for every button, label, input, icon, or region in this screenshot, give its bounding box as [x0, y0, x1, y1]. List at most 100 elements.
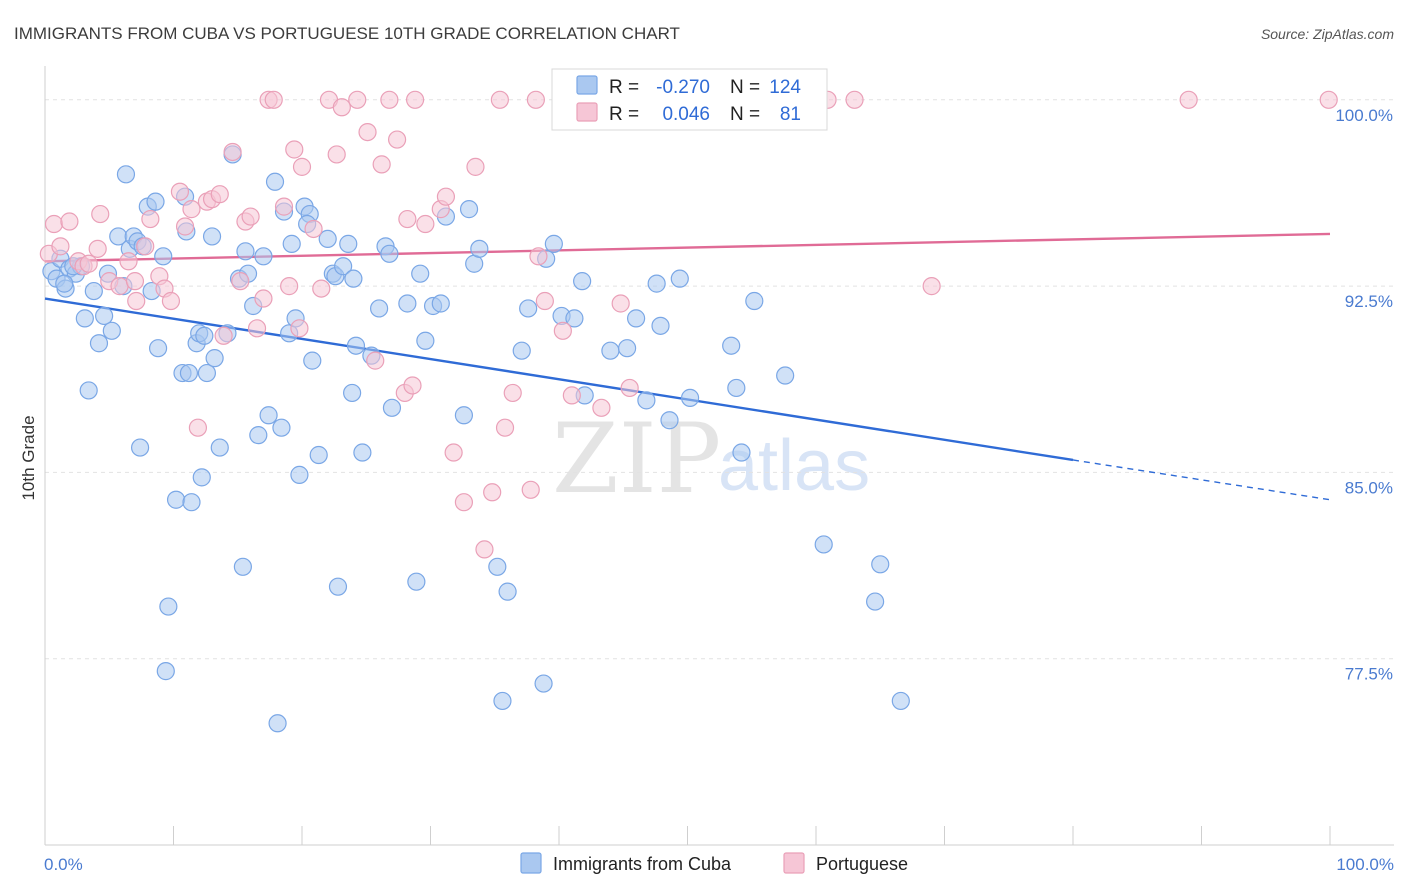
chart-source: Source: ZipAtlas.com — [1261, 26, 1394, 42]
point-cuba — [130, 438, 150, 457]
point-portuguese — [466, 157, 485, 176]
point-portuguese — [170, 182, 190, 201]
point-portuguese — [495, 418, 515, 437]
zipatlas-watermark: ZIP atlas — [552, 403, 870, 515]
point-portuguese — [332, 98, 351, 117]
point-portuguese — [188, 418, 208, 437]
y-tick-label: 77.5% — [1345, 665, 1393, 684]
y-tick-label: 85.0% — [1345, 478, 1393, 497]
point-portuguese — [592, 398, 611, 417]
point-portuguese — [562, 386, 581, 405]
legend-r-label-cuba: R = — [609, 77, 639, 98]
point-cuba — [166, 490, 186, 509]
point-cuba — [727, 378, 746, 398]
point-portuguese — [210, 185, 229, 204]
point-cuba — [519, 299, 538, 318]
legend-r-value-portuguese: 0.046 — [662, 104, 710, 125]
point-cuba — [601, 341, 620, 360]
point-portuguese — [327, 145, 346, 164]
point-portuguese — [125, 272, 145, 291]
point-cuba — [268, 714, 287, 733]
point-cuba — [156, 662, 175, 681]
series-legend-swatch-cuba — [520, 852, 542, 874]
legend-n-value-cuba: 124 — [769, 77, 801, 98]
point-cuba — [431, 294, 450, 313]
point-cuba — [116, 165, 136, 184]
point-cuba — [454, 406, 474, 425]
point-cuba — [179, 363, 199, 383]
point-portuguese — [535, 291, 554, 311]
point-portuguese — [503, 383, 522, 403]
point-portuguese — [44, 214, 64, 234]
point-cuba — [344, 269, 363, 288]
series-legend-label-portuguese: Portuguese — [816, 854, 908, 874]
point-portuguese — [141, 209, 160, 229]
axes — [44, 66, 1394, 846]
point-portuguese — [79, 254, 98, 273]
point-cuba — [84, 281, 103, 301]
point-portuguese — [161, 291, 181, 311]
point-cuba — [197, 363, 217, 383]
point-cuba — [565, 309, 584, 328]
gridlines — [45, 99, 1394, 660]
point-cuba — [651, 316, 670, 335]
point-portuguese — [312, 279, 331, 298]
point-cuba — [154, 247, 173, 266]
point-portuguese — [175, 217, 195, 236]
point-portuguese — [223, 142, 242, 162]
point-cuba — [95, 306, 114, 326]
point-portuguese — [526, 90, 545, 109]
point-portuguese — [372, 155, 391, 174]
point-portuguese — [553, 321, 572, 340]
point-portuguese — [136, 237, 155, 256]
point-portuguese — [91, 204, 110, 224]
point-portuguese — [119, 252, 138, 271]
point-portuguese — [611, 294, 630, 313]
point-portuguese — [403, 376, 422, 395]
point-portuguese — [1319, 90, 1338, 109]
point-cuba — [493, 691, 512, 711]
point-portuguese — [290, 319, 309, 338]
legend-r-value-cuba: -0.270 — [656, 77, 710, 98]
series-legend: Immigrants from Cuba Portuguese — [520, 852, 908, 874]
x-tick-label-min: 0.0% — [44, 855, 83, 874]
point-portuguese — [60, 212, 79, 231]
point-cuba — [534, 674, 553, 693]
point-cuba — [680, 388, 700, 407]
point-cuba — [309, 445, 328, 465]
point-portuguese — [454, 493, 474, 512]
point-portuguese — [405, 90, 425, 109]
point-portuguese — [845, 90, 864, 109]
point-cuba — [210, 438, 229, 457]
point-cuba — [398, 294, 417, 313]
point-cuba — [195, 326, 214, 345]
point-cuba — [660, 411, 679, 430]
point-cuba — [618, 339, 637, 358]
point-portuguese — [922, 277, 941, 296]
point-cuba — [265, 172, 285, 191]
point-cuba — [102, 321, 121, 340]
point-cuba — [303, 351, 322, 370]
point-portuguese — [444, 443, 463, 462]
point-cuba — [470, 239, 489, 258]
point-portuguese — [110, 277, 129, 296]
point-cuba — [272, 418, 291, 437]
point-cuba — [236, 242, 255, 261]
point-cuba — [380, 244, 399, 263]
point-portuguese — [88, 239, 107, 258]
point-portuguese — [51, 237, 70, 256]
point-cuba — [871, 555, 890, 574]
point-portuguese — [254, 289, 273, 308]
point-cuba — [343, 383, 362, 403]
point-cuba — [544, 234, 563, 253]
y-tick-label: 100.0% — [1335, 106, 1393, 125]
point-cuba — [75, 309, 94, 328]
point-cuba — [328, 577, 348, 596]
point-cuba — [745, 291, 764, 311]
point-cuba — [79, 381, 98, 400]
point-portuguese — [231, 272, 250, 291]
point-cuba — [670, 269, 689, 288]
trend-line-extension-cuba — [1072, 459, 1331, 501]
point-cuba — [353, 443, 372, 462]
